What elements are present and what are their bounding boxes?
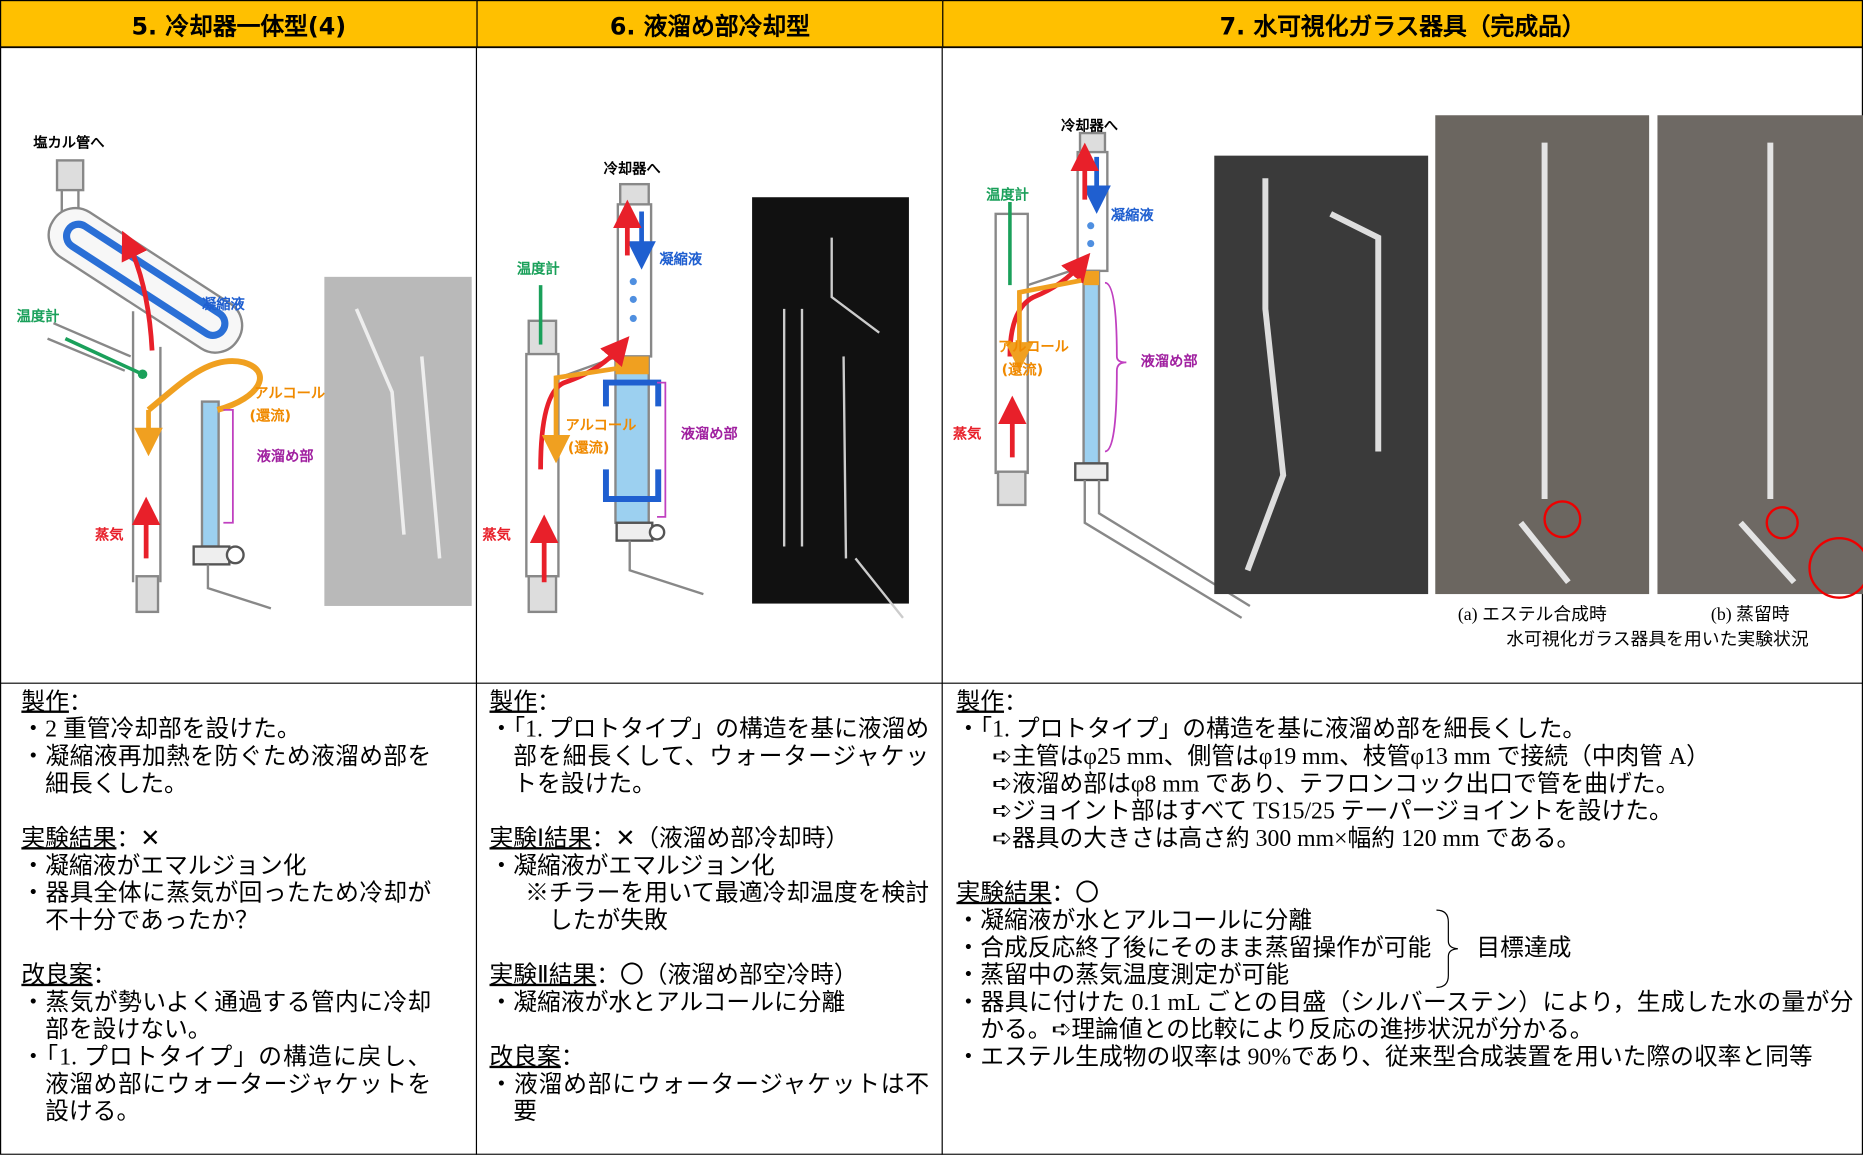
heading-suffix: ：	[560, 1044, 585, 1071]
fig-label: アルコール	[998, 340, 1069, 356]
fig-label: アルコール	[254, 386, 325, 402]
brace	[1435, 909, 1458, 988]
list-item: ・蒸留中の蒸気温度測定が可能	[956, 962, 1290, 989]
diagram-3	[994, 115, 1863, 619]
section: 製作： ・2 重管冷却部を設けた。 ・凝縮液再加熱を防ぐため液溜め部を細長くした。	[21, 689, 431, 798]
list-item: ➪ジョイント部はすべて TS15/25 テーパージョイントを設けた。	[992, 798, 1673, 825]
section-heading: 実験Ⅱ結果：〇（液溜め部空冷時）	[490, 962, 930, 989]
heading: 製作	[956, 689, 1004, 716]
heading-suffix: ：〇（液溜め部空冷時）	[596, 962, 858, 989]
caption: (a) エステル合成時	[1458, 604, 1607, 625]
section-heading: 実験結果：✕	[21, 826, 431, 853]
list-item: ➪主管はφ25 mm、側管はφ19 mm、枝管φ13 mm で接続（中肉管 A）	[992, 743, 1710, 770]
fig-label: アルコール	[566, 418, 637, 434]
heading-suffix: ：	[1003, 689, 1028, 716]
section: 改良案： ・蒸気が勢いよく通過する管内に冷却部を設けない。 ・「1. プロトタイプ」…	[21, 962, 431, 1126]
fig-label: 凝縮液	[202, 295, 246, 313]
heading-suffix: ：	[68, 689, 93, 716]
group-list: ・凝縮液が水とアルコールに分離 ・合成反応終了後にそのまま蒸留操作が可能 ・蒸留中の…	[956, 908, 1431, 990]
section-heading: 製作：	[490, 689, 930, 716]
column-header: 6. 液溜め部冷却型	[476, 0, 944, 48]
section: 改良案： ・液溜め部にウォータージャケットは不要	[490, 1044, 930, 1126]
heading-suffix: ：✕	[116, 825, 161, 852]
diagram-1	[47, 159, 472, 614]
fig-label: 温度計	[517, 259, 560, 277]
fig-label: 蒸気	[482, 525, 511, 543]
heading: 実験Ⅱ結果	[489, 962, 597, 989]
fig-label: (還流)	[250, 407, 292, 425]
section-heading: 実験Ⅰ結果：✕（液溜め部冷却時）	[490, 826, 930, 853]
list-item: ・器具全体に蒸気が回ったため冷却が不十分であったか？	[21, 880, 432, 934]
column-text: 製作： ・2 重管冷却部を設けた。 ・凝縮液再加熱を防ぐため液溜め部を細長くした。実…	[21, 689, 431, 1154]
fig-label: 蒸気	[953, 424, 982, 442]
column-text: 製作： ・「1. プロトタイプ」の構造を基に液溜め部を細長くした。 ➪主管はφ25 …	[956, 689, 1853, 1099]
section-heading: 改良案：	[490, 1044, 930, 1071]
heading: 実験Ⅰ結果	[489, 825, 592, 852]
fig-label: 蒸気	[95, 525, 124, 543]
list-item: ・凝縮液がエマルジョン化	[489, 853, 775, 880]
fig-label: 液溜め部	[1141, 352, 1198, 370]
caption: 水可視化ガラス器具を用いた実験状況	[1506, 629, 1809, 649]
fig-label: 冷却器へ	[604, 159, 661, 177]
list-item: ・「1. プロトタイプ」の構造を基に液溜め部を細長くした。	[956, 716, 1587, 743]
fig-label: 液溜め部	[681, 424, 738, 442]
heading-suffix: ：	[537, 689, 561, 716]
section: 実験Ⅰ結果：✕（液溜め部冷却時） ・凝縮液がエマルジョン化 ※チラーを用いて最適冷却…	[490, 826, 930, 935]
section: 実験結果：〇 ・凝縮液が水とアルコールに分離 ・合成反応終了後にそのまま蒸留操作が可…	[956, 880, 1853, 1071]
section: 実験Ⅱ結果：〇（液溜め部空冷時） ・凝縮液が水とアルコールに分離	[490, 962, 930, 1017]
section-heading: 製作：	[21, 689, 431, 716]
section: 製作： ・「1. プロトタイプ」の構造を基に液溜め部を細長くして、ウォータージャケ…	[490, 689, 930, 798]
fig-label: (還流)	[1002, 360, 1044, 378]
heading-suffix: ：	[92, 962, 117, 989]
fig-label: 凝縮液	[659, 250, 703, 268]
list-item: ・「1. プロトタイプ」の構造を基に液溜め部を細長くして、ウォータージャケットを…	[489, 716, 930, 798]
heading: 実験結果	[956, 880, 1052, 907]
fig-label: 液溜め部	[257, 447, 314, 465]
section: 実験結果：✕ ・凝縮液がエマルジョン化 ・器具全体に蒸気が回ったため冷却が不十分であ…	[21, 826, 431, 935]
heading-suffix: ：〇	[1051, 880, 1100, 907]
list-item: ・蒸気が勢いよく通過する管内に冷却部を設けない。	[21, 989, 432, 1044]
list-item: ※チラーを用いて最適冷却温度を検討したが失敗	[525, 880, 930, 934]
column-header: 7. 水可視化ガラス器具（完成品）	[942, 0, 1863, 48]
heading: 改良案	[489, 1044, 561, 1071]
section-heading: 実験結果：〇	[956, 880, 1853, 907]
column-header: 5. 冷却器一体型(4)	[0, 0, 478, 48]
column-text: 製作： ・「1. プロトタイプ」の構造を基に液溜め部を細長くして、ウォータージャケ…	[490, 689, 930, 1154]
grid	[0, 46, 1863, 1155]
diagram-2	[525, 182, 909, 619]
heading: 改良案	[21, 962, 93, 989]
section: 製作： ・「1. プロトタイプ」の構造を基に液溜め部を細長くした。 ➪主管はφ25 …	[956, 689, 1853, 853]
list-item: ・エステル生成物の収率は 90%であり、従来型合成装置を用いた際の収率と同等	[956, 1044, 1813, 1071]
list-item: ・液溜め部にウォータージャケットは不要	[489, 1071, 930, 1126]
fig-label: 塩カル管へ	[33, 133, 104, 151]
caption: (b) 蒸留時	[1711, 604, 1790, 625]
list-item: ・凝縮液が水とアルコールに分離	[956, 907, 1313, 934]
heading: 製作	[489, 689, 538, 716]
list-item: ・2 重管冷却部を設けた。	[21, 716, 301, 743]
fig-label: 冷却器へ	[1061, 117, 1118, 135]
list-item: ➪液溜め部はφ8 mm であり、テフロンコック出口で管を曲げた。	[992, 771, 1680, 798]
group-label: 目標達成	[1476, 935, 1572, 962]
list-item: ・合成反応終了後にそのまま蒸留操作が可能	[956, 935, 1432, 962]
list-item: ・「1. プロトタイプ」の構造に戻し、液溜め部にウォータージャケットを設ける。	[21, 1044, 432, 1126]
list-item: ・器具に付けた 0.1 mL ごとの目盛（シルバーステン）により，生成した水の量…	[956, 989, 1854, 1044]
list-item: ・凝縮液がエマルジョン化	[21, 853, 307, 880]
section-heading: 製作：	[956, 689, 1853, 716]
section-heading: 改良案：	[21, 962, 431, 989]
item-group: ・凝縮液が水とアルコールに分離 ・合成反応終了後にそのまま蒸留操作が可能 ・蒸留中の…	[956, 908, 1853, 990]
fig-label: 凝縮液	[1111, 206, 1155, 224]
fig-label: (還流)	[568, 439, 610, 457]
heading: 製作	[21, 689, 69, 716]
fig-label: 温度計	[986, 186, 1029, 204]
list-item: ・凝縮液が水とアルコールに分離	[489, 989, 846, 1016]
list-item: ➪器具の大きさは高さ約 300 mm×幅約 120 mm である。	[992, 825, 1581, 852]
heading: 実験結果	[21, 825, 117, 852]
list-item: ・凝縮液再加熱を防ぐため液溜め部を細長くした。	[21, 743, 432, 798]
fig-label: 温度計	[17, 307, 60, 325]
heading-suffix: ：✕（液溜め部冷却時）	[591, 825, 850, 852]
